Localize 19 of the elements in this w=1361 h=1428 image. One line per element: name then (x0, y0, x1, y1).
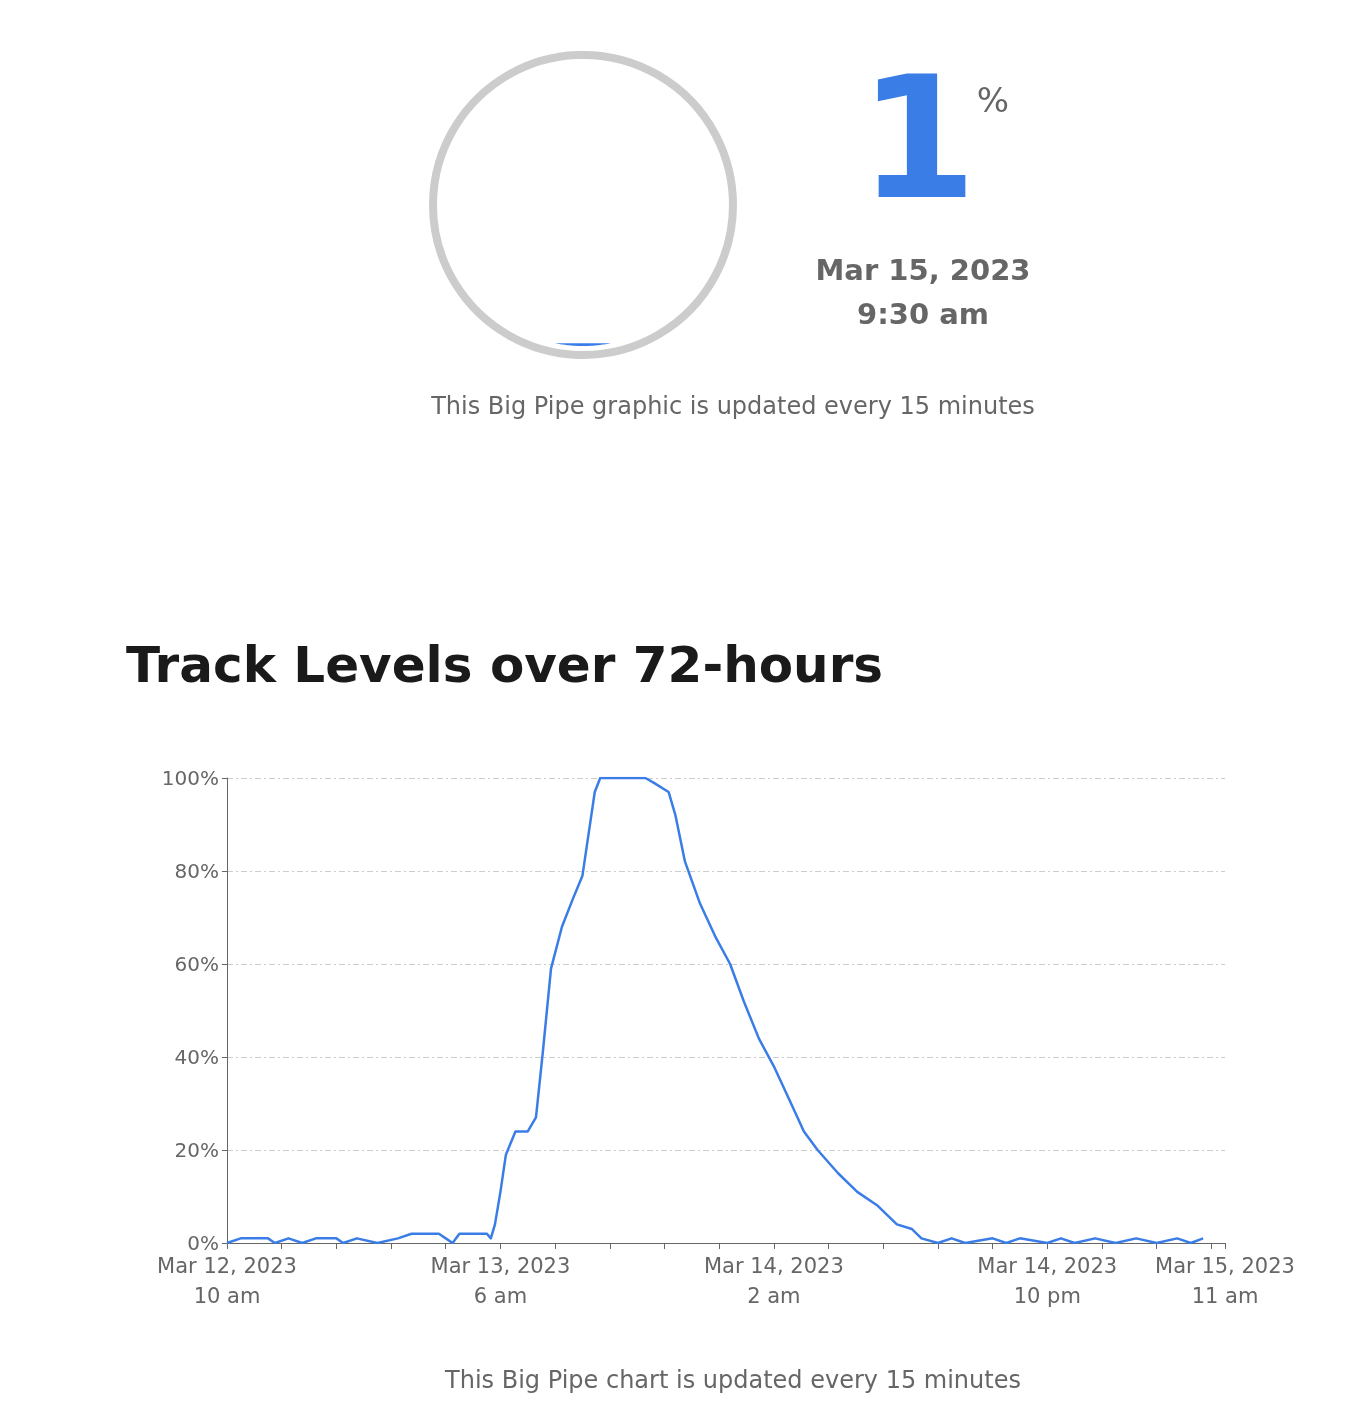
x-tick-label: Mar 14, 2023 2 am (703, 1254, 844, 1308)
data-label: 1 (858, 39, 978, 237)
y-tick-label: 20% (174, 1138, 219, 1162)
text: 9:30 am (856, 297, 990, 331)
y-tick-label: 0% (187, 1231, 219, 1255)
y-tick-label: 40% (174, 1045, 219, 1069)
x-tick-label: Mar 15, 2023 11 am (1155, 1254, 1295, 1308)
chart-title: Track Levels over 72-hours (126, 636, 884, 694)
text: This Big Pipe chart is updated every 15 minutes (444, 1366, 1021, 1394)
text: This Big Pipe graphic is updated every 15 minutes (430, 392, 1035, 420)
text: % (976, 80, 1010, 120)
y-tick-label: 60% (174, 952, 219, 976)
line-series (225, 776, 1205, 1245)
x-tick-label: Mar 13, 2023 6 am (430, 1254, 571, 1308)
y-tick-label: 80% (174, 859, 219, 883)
text: Mar 15, 2023 (815, 253, 1031, 287)
x-tick-label: Mar 14, 2023 10 pm (977, 1254, 1118, 1308)
y-tick-label: 100% (161, 766, 219, 790)
x-tick-label: Mar 12, 2023 10 am (157, 1254, 297, 1308)
